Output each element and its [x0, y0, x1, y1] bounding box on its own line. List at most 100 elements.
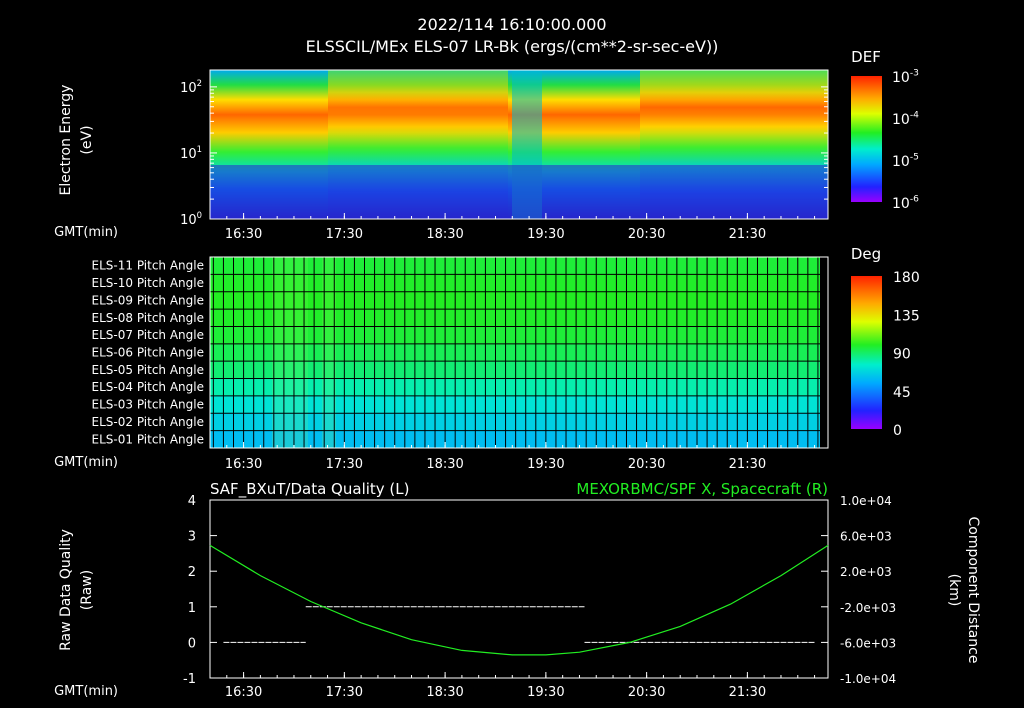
quality-tick-label: -1 — [183, 672, 196, 687]
pitch-angle-row-label: ELS-07 Pitch Angle — [92, 328, 204, 342]
time-tick-label: 19:30 — [527, 457, 564, 472]
energy-tick-label: 102 — [180, 78, 202, 96]
deg-tick-label: 45 — [893, 385, 911, 401]
def-tick-label: 10-3 — [892, 69, 919, 86]
time-tick-label: 20:30 — [628, 457, 665, 472]
pitch-angle-panel: ELS-11 Pitch Angle ELS-10 Pitch Angle ELS-… — [54, 245, 920, 472]
line-plot-left-title: SAF_BXuT/Data Quality (L) — [210, 480, 410, 499]
time-tick-label: 20:30 — [628, 685, 665, 700]
def-tick-label-exponent: -3 — [910, 69, 919, 79]
energy-tick-label-base: 10 — [180, 213, 197, 228]
energy-tick-label: 101 — [180, 144, 202, 162]
line-plot-right-title: MEXORBMC/SPF X, Spacecraft (R) — [576, 480, 828, 498]
time-tick-label: 19:30 — [527, 227, 564, 242]
time-tick-label: 16:30 — [225, 457, 262, 472]
deg-tick-label: 0 — [893, 423, 902, 439]
def-tick-label-exponent: -6 — [910, 195, 919, 205]
energy-tick-label-base: 10 — [180, 81, 197, 96]
pitch-angle-x-axis: 16:30 17:30 18:30 19:30 20:30 21:30 — [225, 442, 816, 472]
distance-tick-label: 6.0e+03 — [840, 530, 892, 544]
line-plot-left-y-unit: (Raw) — [79, 570, 95, 610]
time-tick-label: 18:30 — [426, 227, 463, 242]
line-plot-left-axis: 4 3 2 1 0 -1 — [183, 494, 217, 687]
distance-tick-label: -1.0e+04 — [840, 672, 896, 686]
pitch-angle-row-label: ELS-01 Pitch Angle — [92, 432, 204, 446]
line-plot-left-y-label: Raw Data Quality — [58, 529, 74, 651]
quality-tick-label: 1 — [188, 601, 196, 616]
pitch-angle-row-label: ELS-10 Pitch Angle — [92, 276, 204, 290]
pitch-angle-grid — [210, 257, 828, 448]
spectrogram-frame — [209, 69, 829, 220]
pitch-angle-row-label: ELS-02 Pitch Angle — [92, 415, 204, 429]
energy-tick-label-base: 10 — [180, 147, 197, 162]
pitch-angle-row-label: ELS-11 Pitch Angle — [92, 259, 204, 273]
time-tick-label: 17:30 — [326, 457, 363, 472]
def-colorbar — [851, 76, 882, 202]
def-colorbar-ticks: 10-310-410-510-6 — [892, 69, 919, 212]
def-tick-label-exponent: -4 — [910, 111, 919, 121]
line-plot-right-y-label: Component Distance — [965, 517, 981, 664]
quality-tick-label: 2 — [188, 565, 196, 580]
pitch-angle-x-label: GMT(min) — [54, 455, 118, 470]
distance-tick-label: -6.0e+03 — [840, 636, 896, 650]
line-plot-panel: SAF_BXuT/Data Quality (L) MEXORBMC/SPF X… — [54, 480, 981, 700]
def-tick-label-base: 10 — [892, 154, 910, 170]
time-tick-label: 18:30 — [426, 457, 463, 472]
time-tick-label: 17:30 — [326, 685, 363, 700]
spacecraft-x-line — [209, 544, 829, 656]
energy-tick-label-exponent: 0 — [197, 210, 202, 220]
pitch-angle-row-label: ELS-03 Pitch Angle — [92, 398, 204, 412]
energy-tick-label-exponent: 2 — [197, 78, 202, 88]
pitch-angle-row-label: ELS-04 Pitch Angle — [92, 380, 204, 394]
pitch-angle-data-gap — [820, 257, 828, 448]
line-plot-x-axis: 16:30 17:30 18:30 19:30 20:30 21:30 — [225, 672, 816, 700]
time-tick-label: 21:30 — [729, 457, 766, 472]
spectrogram-y-label: Electron Energy — [58, 85, 74, 196]
pitch-angle-labels: ELS-11 Pitch Angle ELS-10 Pitch Angle ELS-… — [92, 259, 204, 447]
pitch-angle-highlight-band — [272, 257, 308, 448]
spectrogram-low-energy-band — [210, 165, 828, 219]
time-tick-label: 21:30 — [729, 227, 766, 242]
def-tick-label: 10-5 — [892, 153, 919, 170]
def-colorbar-title: DEF — [851, 48, 881, 66]
line-plot-right-y-unit: (km) — [946, 574, 962, 607]
def-tick-label: 10-4 — [892, 111, 919, 128]
spectrogram-x-axis: 16:30 17:30 18:30 19:30 20:30 21:30 — [225, 213, 816, 242]
distance-tick-label: -2.0e+03 — [840, 601, 896, 615]
deg-colorbar-title: Deg — [851, 245, 881, 263]
quality-tick-label: 4 — [188, 494, 196, 509]
time-tick-label: 19:30 — [527, 685, 564, 700]
spectrogram-x-label: GMT(min) — [54, 225, 118, 240]
time-tick-label: 21:30 — [729, 685, 766, 700]
quality-tick-label: 0 — [188, 636, 196, 651]
pitch-angle-row-label: ELS-08 Pitch Angle — [92, 311, 204, 325]
pitch-angle-highlight-band — [322, 257, 336, 448]
pitch-angle-row-label: ELS-05 Pitch Angle — [92, 363, 204, 377]
def-tick-label-base: 10 — [892, 70, 910, 86]
pitch-angle-frame — [209, 256, 829, 449]
def-tick-label-base: 10 — [892, 112, 910, 128]
pitch-angle-row-label: ELS-06 Pitch Angle — [92, 346, 204, 360]
def-tick-label: 10-6 — [892, 195, 919, 212]
time-tick-label: 18:30 — [426, 685, 463, 700]
deg-colorbar — [851, 276, 882, 429]
deg-tick-label: 135 — [893, 308, 920, 324]
time-tick-label: 20:30 — [628, 227, 665, 242]
time-tick-label: 16:30 — [225, 227, 262, 242]
time-tick-label: 17:30 — [326, 227, 363, 242]
deg-colorbar-ticks: 180 135 90 45 0 — [893, 270, 920, 439]
distance-tick-label: 1.0e+04 — [840, 494, 892, 508]
def-tick-label-exponent: -5 — [910, 153, 919, 163]
deg-tick-label: 90 — [893, 347, 911, 363]
time-tick-label: 16:30 — [225, 685, 262, 700]
energy-tick-label-exponent: 1 — [197, 144, 202, 154]
line-plot-x-label: GMT(min) — [54, 684, 118, 699]
timestamp-title: 2022/114 16:10:00.000 — [417, 15, 606, 34]
chart-title: ELSSCIL/MEx ELS-07 LR-Bk (ergs/(cm**2-sr… — [306, 37, 719, 56]
deg-tick-label: 180 — [893, 270, 920, 286]
quality-tick-label: 3 — [188, 530, 196, 545]
line-plot-right-axis: 1.0e+04 6.0e+03 2.0e+03 -2.0e+03 -6.0e+03 -1.… — [821, 494, 896, 686]
